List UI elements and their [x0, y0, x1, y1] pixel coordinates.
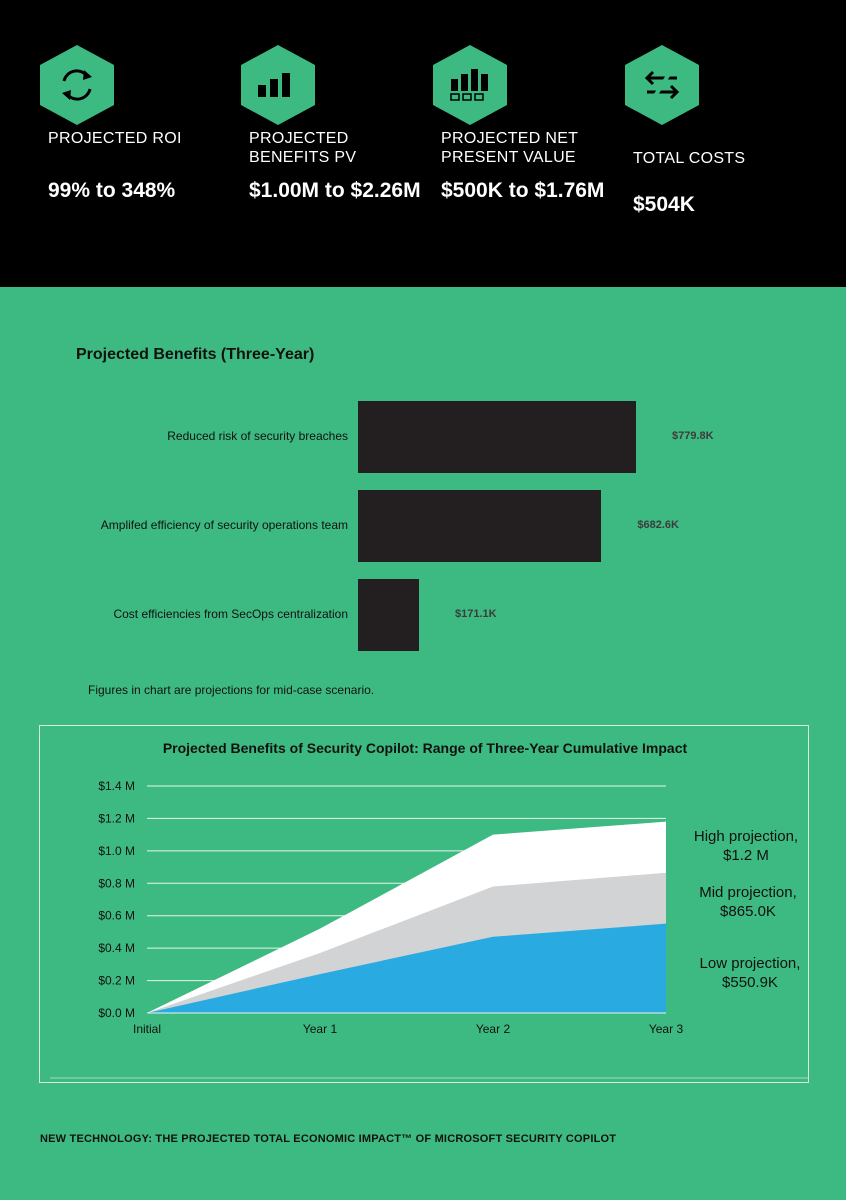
high-projection-label: High projection, $1.2 M	[676, 827, 816, 865]
x-tick-label: Year 2	[476, 1022, 511, 1036]
refresh-arrows-icon	[40, 45, 114, 125]
metric-benefits-pv: PROJECTED BENEFITS PV $1.00M to $2.26M	[241, 45, 421, 202]
low-projection-area	[147, 923, 666, 1013]
mid-projection-label: Mid projection, $865.0K	[678, 883, 818, 921]
low-projection-value: $550.9K	[722, 974, 778, 991]
metric-roi: PROJECTED ROI 99% to 348%	[40, 45, 215, 202]
document-footer: NEW TECHNOLOGY: THE PROJECTED TOTAL ECON…	[40, 1133, 617, 1145]
metric-value: $504K	[633, 193, 695, 216]
metric-label: PROJECTED ROI	[48, 130, 182, 147]
high-projection-title: High projection,	[693, 828, 799, 845]
metric-label: PROJECTED NET PRESENT VALUE	[441, 130, 578, 166]
area-chart-title: Projected Benefits of Security Copilot: …	[162, 740, 688, 756]
bar-category-label: Reduced risk of security breaches	[167, 429, 348, 443]
cumulative-impact-area-chart: $0.0 M $0.2 M $0.4 M $0.6 M $0.8 M $1.0 M $1.2…	[50, 779, 808, 1079]
bar-chart-title: Projected Benefits (Three-Year)	[76, 346, 315, 363]
y-tick-label: $0.2 M	[98, 974, 135, 988]
high-projection-value: $1.2 M	[723, 847, 769, 864]
chart-footnote: Figures in chart are projections for mid…	[88, 683, 375, 697]
metric-total-costs: TOTAL COSTS $504K	[625, 45, 800, 216]
y-tick-label: $0.0 M	[98, 1006, 135, 1020]
bar-value-label: $779.8K	[672, 430, 714, 442]
bar-value-label: $171.1K	[454, 608, 497, 620]
mid-projection-title: Mid projection,	[699, 884, 797, 901]
bar-category-label: Amplifed efficiency of security operatio…	[100, 518, 348, 532]
bar-value-label: $682.6K	[637, 519, 679, 531]
key-metrics-band: PROJECTED ROI 99% to 348% PROJECTED BENE…	[0, 0, 846, 287]
y-tick-label: $1.0 M	[98, 844, 135, 858]
low-projection-title: Low projection,	[699, 955, 801, 972]
bar	[358, 401, 636, 473]
bar-category-label: Cost efficiencies from SecOps centraliza…	[113, 607, 348, 621]
y-tick-label: $1.4 M	[98, 779, 135, 793]
y-tick-label: $0.4 M	[98, 941, 135, 955]
metric-value: $1.00M to $2.26M	[249, 179, 421, 202]
chart-boxes-icon	[433, 45, 507, 125]
metric-npv: PROJECTED NET PRESENT VALUE $500K to $1.…	[433, 45, 608, 202]
mid-projection-value: $865.0K	[720, 903, 776, 920]
x-tick-label: Initial	[133, 1022, 161, 1036]
x-tick-label: Year 3	[649, 1022, 684, 1036]
y-tick-label: $0.6 M	[98, 909, 135, 923]
y-tick-label: $0.8 M	[98, 876, 135, 890]
metric-label: PROJECTED BENEFITS PV	[249, 130, 357, 166]
low-projection-label: Low projection, $550.9K	[680, 954, 820, 992]
bar	[358, 579, 419, 651]
cumulative-impact-chart-panel: Projected Benefits of Security Copilot: …	[39, 725, 809, 1083]
bar-chart-icon	[241, 45, 315, 125]
bar	[358, 490, 602, 562]
swap-arrows-icon	[625, 45, 699, 125]
x-tick-label: Year 1	[303, 1022, 338, 1036]
metric-value: $500K to $1.76M	[441, 179, 605, 202]
y-tick-label: $1.2 M	[98, 811, 135, 825]
metric-label: TOTAL COSTS	[633, 150, 746, 167]
metric-value: 99% to 348%	[48, 179, 176, 202]
